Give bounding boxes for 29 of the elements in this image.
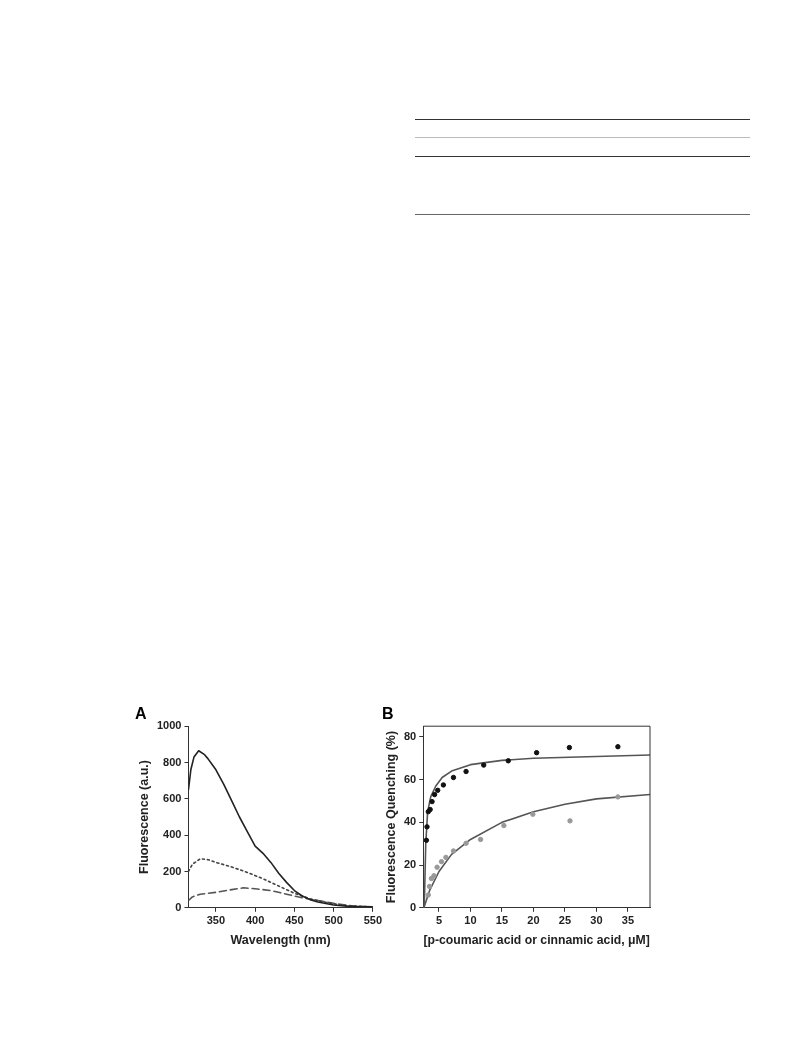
x-tick-label: 500 bbox=[324, 914, 343, 927]
x-tick-label: 5 bbox=[435, 914, 443, 927]
y-tick-label: 80 bbox=[403, 729, 417, 742]
y-tick-label: 0 bbox=[410, 900, 417, 913]
x-axis-title: Wavelength (nm) bbox=[230, 932, 331, 947]
x-tick-label: 20 bbox=[527, 914, 540, 927]
y-tick-label: 600 bbox=[163, 791, 182, 804]
x-tick-label: 450 bbox=[285, 914, 304, 927]
chart-title: A bbox=[135, 705, 147, 723]
x-tick-label: 25 bbox=[558, 914, 572, 927]
y-tick-label: 1000 bbox=[156, 719, 182, 732]
x-tick-label: 400 bbox=[245, 914, 265, 927]
x-tick-label: 10 bbox=[464, 914, 477, 927]
y-tick-label: 200 bbox=[163, 864, 182, 877]
x-tick-label: 35 bbox=[621, 914, 635, 927]
y-axis-title: Fluorescence Quenching (%) bbox=[383, 730, 398, 904]
x-axis-title: [p-coumaric acid or cinnamic acid, μM] bbox=[423, 932, 650, 947]
y-tick-label: 40 bbox=[403, 815, 417, 828]
x-tick-label: 30 bbox=[590, 914, 603, 927]
chart-title: B bbox=[382, 705, 394, 723]
y-tick-label: 60 bbox=[403, 772, 417, 785]
y-tick-label: 800 bbox=[163, 755, 182, 768]
x-tick-label: 15 bbox=[495, 914, 509, 927]
y-axis-title: Fluorescence (a.u.) bbox=[136, 760, 151, 874]
x-tick-label: 350 bbox=[206, 914, 226, 927]
y-tick-label: 0 bbox=[175, 900, 182, 913]
x-tick-label: 550 bbox=[363, 914, 382, 927]
y-tick-label: 400 bbox=[163, 828, 182, 841]
y-tick-label: 20 bbox=[403, 858, 417, 871]
